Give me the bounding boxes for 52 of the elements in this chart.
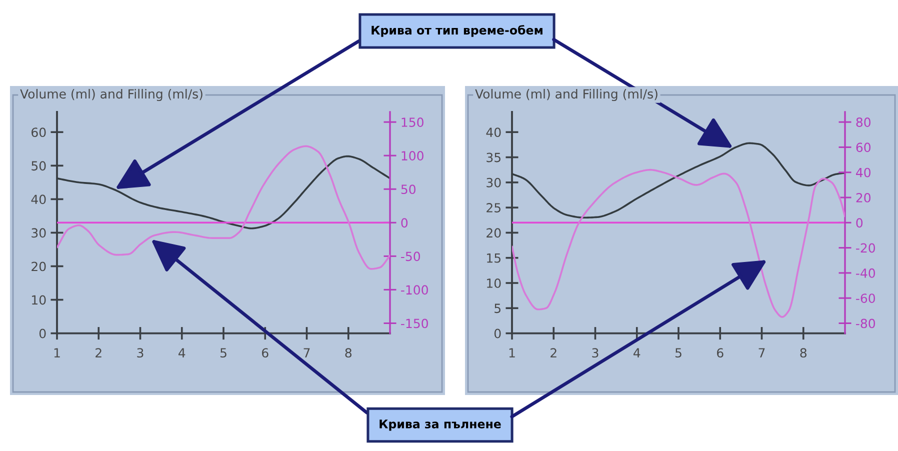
y2-tick-label: 20: [856, 192, 870, 202]
y2-tick-label: -80: [856, 318, 876, 328]
x-tick-label: 6: [717, 348, 724, 358]
y2-tick-label: -60: [856, 294, 876, 304]
chart-title: Volume (ml) and Filling (ml/s): [20, 88, 202, 102]
chart-title: Volume (ml) and Filling (ml/s): [475, 88, 658, 102]
y2-tick-label: 150: [402, 118, 424, 127]
y-tick-label: 25: [486, 203, 500, 212]
x-tick-label: 7: [304, 348, 310, 358]
x-tick-label: 5: [675, 348, 682, 358]
y-tick-label: 5: [494, 304, 500, 314]
x-tick-label: 2: [96, 348, 102, 358]
y-tick-label: 20: [32, 262, 46, 272]
x-tick-label: 6: [262, 348, 268, 358]
y2-tick-label: 80: [856, 118, 870, 127]
y-tick-label: 20: [486, 228, 501, 238]
y-tick-label: 40: [31, 194, 46, 204]
y-tick-label: 40: [486, 128, 501, 138]
y2-tick-label: -20: [856, 243, 876, 253]
y-tick-label: 10: [32, 295, 46, 305]
y2-tick-label: 0: [401, 218, 408, 228]
y2-tick-label: 50: [401, 184, 416, 194]
y2-tick-label: 0: [856, 218, 863, 228]
y-tick-label: 35: [486, 152, 500, 162]
x-tick-label: 4: [634, 348, 640, 358]
x-tick-label: 7: [758, 348, 765, 358]
y-tick-label: 50: [32, 161, 46, 171]
y-tick-label: 0: [494, 328, 501, 338]
x-tick-label: 5: [220, 348, 226, 358]
x-tick-label: 1: [54, 348, 60, 358]
y-tick-label: 30: [486, 178, 501, 188]
y2-tick-label: -50: [401, 252, 420, 262]
x-tick-label: 4: [178, 348, 186, 358]
x-tick-label: 3: [137, 348, 144, 358]
y-tick-label: 30: [32, 228, 46, 238]
y-tick-label: 0: [39, 328, 46, 338]
y-tick-label: 10: [487, 278, 501, 288]
x-tick-label: 2: [550, 348, 556, 358]
y2-tick-label: -100: [401, 285, 428, 295]
y2-tick-label: -40: [856, 268, 876, 278]
x-tick-label: 8: [345, 348, 352, 358]
y-tick-label: 15: [487, 253, 500, 263]
x-tick-label: 1: [509, 348, 515, 358]
annotation: Крива от тип време-обем: [372, 25, 542, 37]
y2-tick-label: -150: [401, 318, 428, 328]
x-tick-label: 3: [592, 348, 598, 358]
annotation: Крива за пълнене: [380, 420, 501, 431]
x-tick-label: 8: [800, 348, 806, 358]
y-tick-label: 60: [32, 128, 46, 138]
y2-tick-label: 60: [856, 142, 870, 152]
y2-tick-label: 40: [856, 168, 870, 178]
y2-tick-label: 100: [402, 151, 424, 161]
